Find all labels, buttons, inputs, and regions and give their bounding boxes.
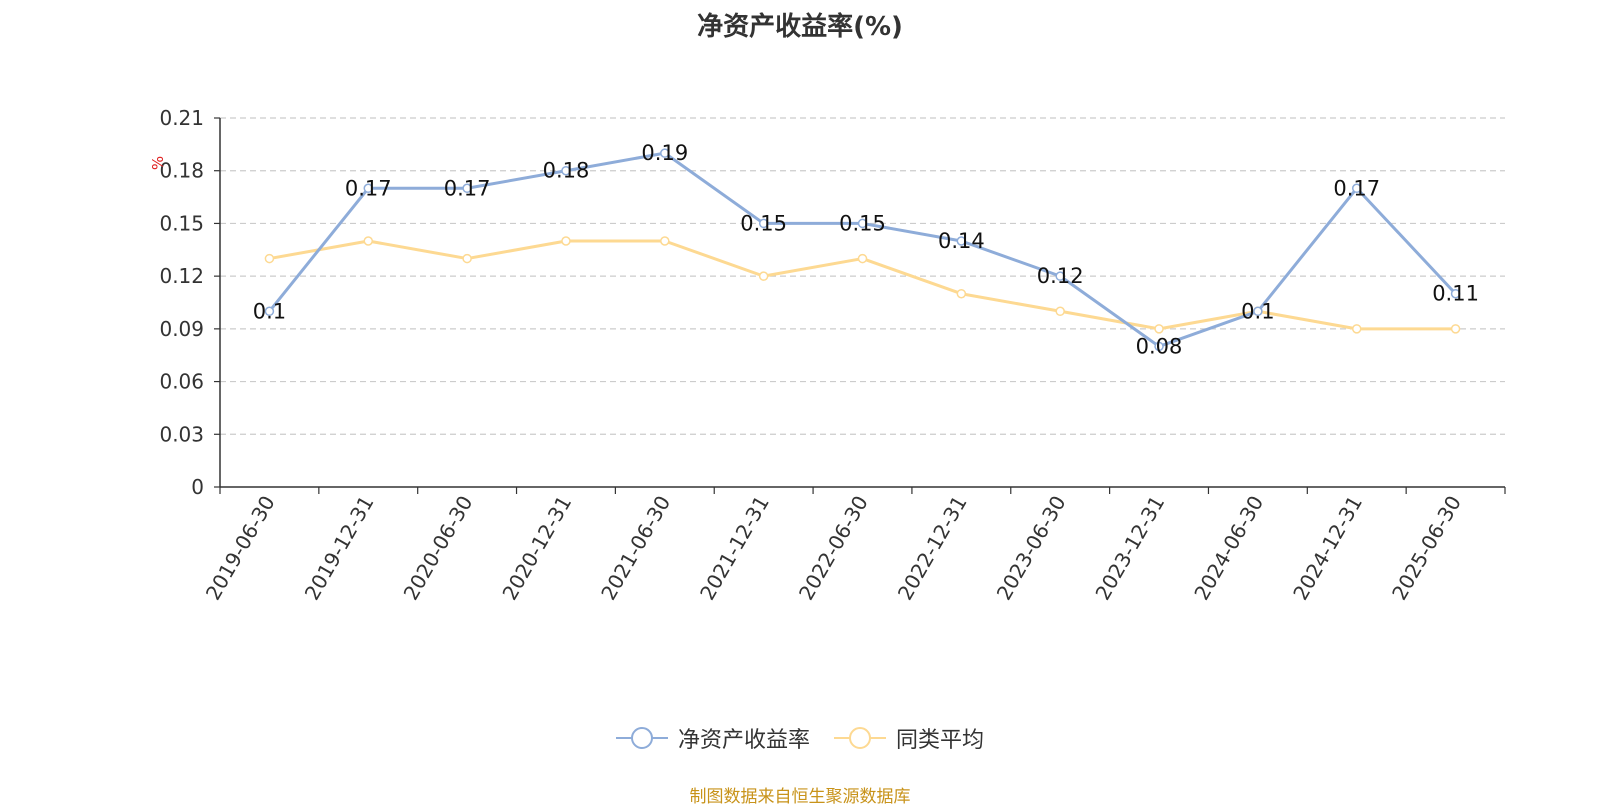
y-tick-label: 0.06 (159, 370, 204, 394)
x-tick-label: 2023-12-31 (1090, 492, 1169, 605)
y-axis-unit-label: % (149, 156, 167, 170)
x-tick-label: 2019-06-30 (201, 492, 280, 605)
x-tick-label: 2019-12-31 (300, 492, 379, 605)
data-point[interactable] (857, 253, 868, 264)
data-label: 0.08 (1136, 334, 1183, 358)
data-labels: 0.1 0.17 0.17 0.18 0.19 0.15 0.15 0.14 0.12 0.08 0… (253, 141, 1479, 358)
x-tick-label: 2021-12-31 (695, 492, 774, 605)
data-point[interactable] (660, 148, 670, 158)
data-point[interactable] (758, 218, 769, 229)
y-tick-label: 0 (191, 475, 204, 499)
data-point[interactable] (956, 288, 967, 299)
legend-line-circle-icon (834, 727, 886, 749)
y-tick-label: 0.18 (159, 159, 204, 183)
data-point[interactable] (1351, 324, 1362, 334)
x-tick-label: 2023-06-30 (992, 492, 1071, 605)
data-point[interactable] (363, 183, 374, 194)
data-point[interactable] (1154, 341, 1164, 352)
x-tick-label: 2024-12-31 (1288, 492, 1367, 605)
data-point[interactable] (264, 253, 275, 264)
grid-lines (220, 117, 1505, 435)
x-tick-label: 2020-12-31 (497, 492, 576, 605)
data-point[interactable] (1055, 271, 1065, 281)
legend-item-roe[interactable]: 净资产收益率 (615, 722, 810, 754)
data-point[interactable] (758, 271, 769, 281)
data-label: 0.15 (740, 211, 787, 235)
data-point[interactable] (462, 253, 472, 264)
y-tick-label: 0.09 (159, 317, 204, 341)
series (264, 148, 1461, 352)
x-tick-label: 2025-06-30 (1387, 492, 1466, 605)
data-label: 0.1 (253, 299, 286, 323)
data-point[interactable] (462, 183, 472, 194)
x-tick-label: 2020-06-30 (399, 491, 478, 604)
data-point[interactable] (1154, 324, 1164, 334)
x-tick-label: 2022-06-30 (794, 492, 873, 605)
data-point[interactable] (1351, 183, 1362, 194)
x-tick-labels: 2019-06-30 2019-12-31 2020-06-30 2020-12-31… (201, 491, 1466, 604)
data-point[interactable] (264, 306, 275, 317)
data-source-note: 制图数据来自恒生聚源数据库 (689, 787, 911, 807)
data-label: 0.11 (1432, 282, 1479, 306)
data-label: 0.19 (641, 141, 688, 165)
x-tick-label: 2021-06-30 (596, 492, 675, 605)
y-tick-label: 0.15 (159, 211, 204, 235)
data-label: 0.12 (1037, 264, 1084, 288)
data-point[interactable] (857, 218, 868, 229)
data-point[interactable] (1055, 306, 1065, 317)
data-point[interactable] (1450, 288, 1461, 299)
x-tick-label: 2024-06-30 (1189, 492, 1268, 605)
data-point[interactable] (660, 236, 670, 246)
data-label: 0.14 (938, 229, 985, 253)
data-point[interactable] (363, 236, 374, 246)
data-point[interactable] (1253, 306, 1263, 317)
legend-label-peer-average: 同类平均 (896, 728, 985, 753)
data-point[interactable] (561, 236, 571, 246)
data-label: 0.17 (345, 176, 392, 200)
legend-line-circle-icon (615, 727, 668, 749)
y-tick-label: 0.21 (159, 106, 204, 130)
data-label: 0.17 (1333, 176, 1380, 200)
data-label: 0.1 (1241, 299, 1274, 323)
data-label: 0.17 (444, 176, 491, 200)
data-point[interactable] (956, 236, 967, 246)
legend-item-peer-average[interactable]: 同类平均 (834, 722, 984, 754)
data-point[interactable] (561, 165, 571, 176)
data-label: 0.15 (839, 211, 886, 235)
chart-title: 净资产收益率(%) (697, 12, 903, 42)
y-tick-label: 0.12 (159, 264, 204, 288)
data-point[interactable] (1450, 324, 1461, 334)
x-tick-label: 2022-12-31 (893, 492, 972, 605)
legend-label-roe: 净资产收益率 (677, 728, 810, 753)
data-label: 0.18 (543, 159, 590, 183)
y-tick-label: 0.03 (159, 422, 204, 446)
y-tick-labels: 0 0.03 0.06 0.09 0.12 0.15 0.18 0.21 (159, 106, 204, 499)
axes (214, 117, 1506, 494)
legend: 净资产收益率 同类平均 (0, 722, 1600, 754)
